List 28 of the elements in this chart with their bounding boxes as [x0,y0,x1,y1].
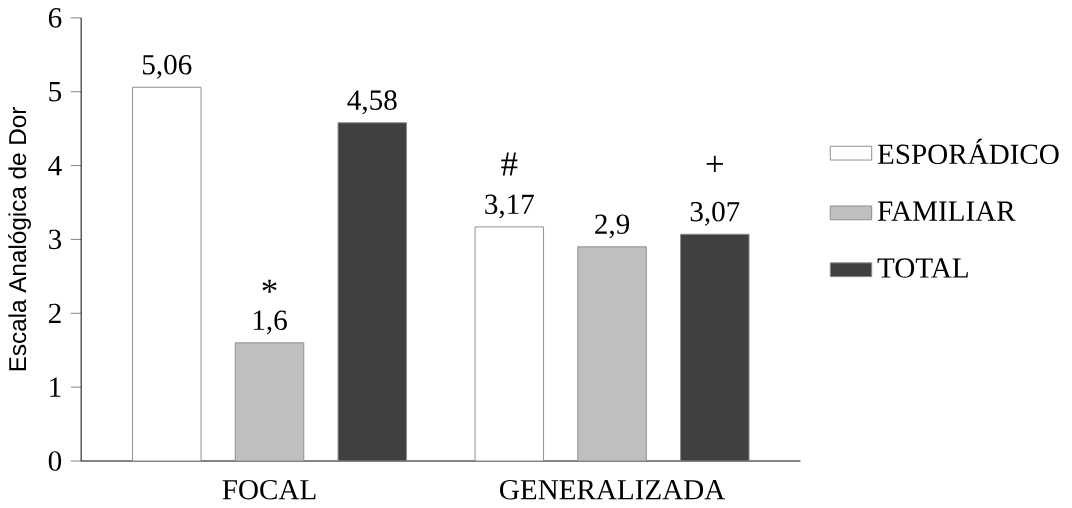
y-tick-label: 6 [48,8,62,28]
legend-label: ESPORÁDICO [877,139,1059,165]
bar [132,87,202,462]
y-tick-label: 5 [49,82,62,102]
y-tick-label: 1 [50,377,61,397]
bar [337,122,408,462]
x-tick-label: FOCAL [222,480,316,500]
y-tick-label: 4 [48,156,62,176]
y-tick-label: 3 [49,229,62,250]
data-label: 3,07 [690,202,740,226]
data-label: 1,6 [253,310,287,335]
annotation: + [706,155,723,173]
annotation: * [262,280,277,293]
legend-label: FAMILIAR [877,201,1016,221]
data-label: 3,17 [485,194,534,219]
y-axis-title: Escala Analógica de Dor [8,107,31,371]
bar [680,233,750,462]
annotation: # [501,152,518,176]
legend-label: TOTAL [877,258,968,279]
y-tick-label: 0 [48,451,62,472]
bar [577,246,647,462]
bar [234,342,305,462]
data-label: 5,06 [142,55,192,79]
data-label: 4,58 [347,90,397,115]
data-label: 2,9 [595,214,630,239]
x-tick-label: GENERALIZADA [500,480,726,500]
bar [474,226,545,462]
y-tick-label: 2 [48,303,61,324]
